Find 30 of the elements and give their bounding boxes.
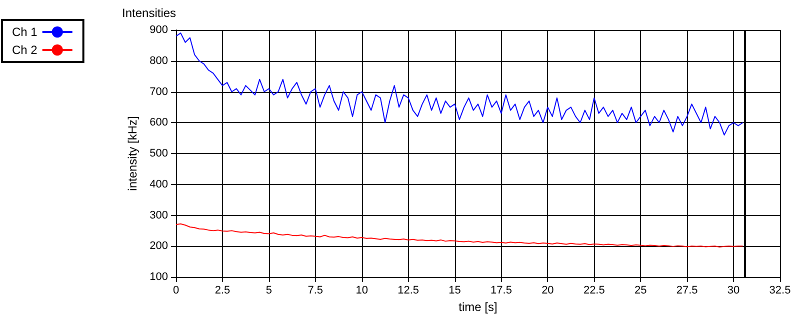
line-series xyxy=(176,223,744,248)
x-tick-label: 30 xyxy=(727,284,740,296)
y-tick-label: 700 xyxy=(150,86,168,98)
x-axis-title: time [s] xyxy=(458,300,498,314)
x-tick-label: 32.5 xyxy=(769,284,791,296)
x-tick-label: 2.5 xyxy=(214,284,230,296)
x-tick-label: 15 xyxy=(448,284,461,296)
legend-label: Ch 1 xyxy=(12,25,38,39)
y-tick-label: 200 xyxy=(150,240,168,252)
x-tick-label: 27.5 xyxy=(676,284,698,296)
y-tick-label: 900 xyxy=(150,24,168,36)
x-tick-label: 12.5 xyxy=(398,284,420,296)
y-tick-label: 600 xyxy=(150,116,168,129)
x-tick-label: 7.5 xyxy=(308,284,324,296)
y-axis-title: intensity [kHz] xyxy=(126,116,140,191)
x-tick-label: 22.5 xyxy=(583,284,605,296)
x-tick-label: 0 xyxy=(172,284,180,296)
line-series xyxy=(176,32,744,136)
x-tick-label: 20 xyxy=(542,284,554,296)
y-tick-label: 400 xyxy=(150,178,168,190)
y-tick-label: 500 xyxy=(150,148,168,160)
x-tick-label: 25 xyxy=(634,284,647,296)
chart-title: Intensities xyxy=(122,6,176,20)
x-tick-label: 17.5 xyxy=(490,284,512,296)
legend-label: Ch 2 xyxy=(12,43,38,57)
y-tick-label: 300 xyxy=(150,209,168,222)
x-tick-label: 10 xyxy=(356,284,368,296)
x-tick-label: 5 xyxy=(266,284,272,296)
y-tick-label: 800 xyxy=(150,54,168,67)
y-tick-label: 100 xyxy=(150,271,168,283)
